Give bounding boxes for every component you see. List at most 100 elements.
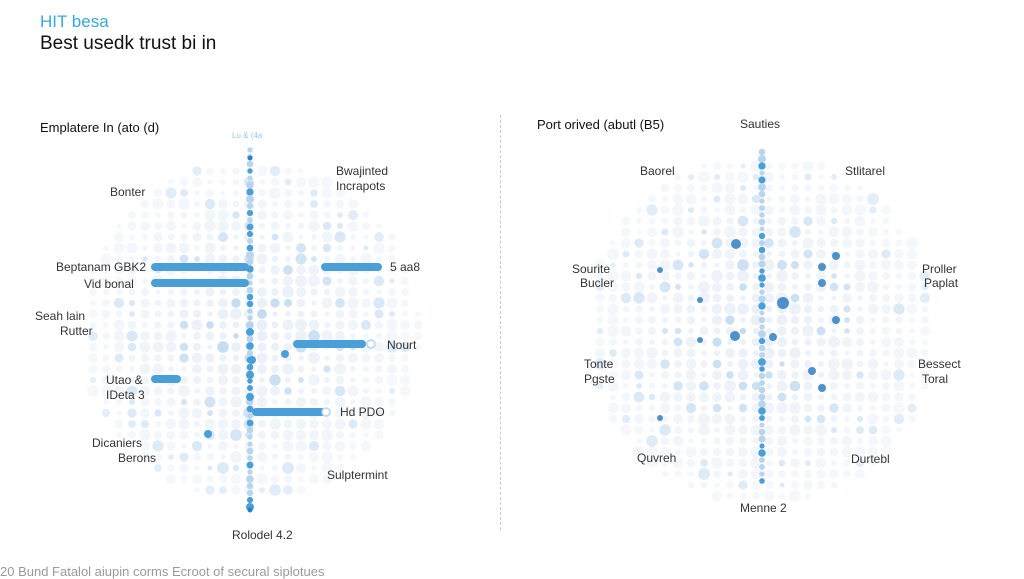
background-dot	[893, 303, 905, 315]
background-dot	[739, 184, 747, 192]
background-dot	[674, 371, 682, 379]
background-dot	[843, 261, 851, 269]
background-dot	[882, 283, 890, 291]
background-dot	[634, 315, 644, 325]
background-dot	[142, 278, 148, 284]
background-dot	[687, 426, 695, 434]
column-dot	[247, 469, 253, 475]
background-dot	[323, 211, 331, 219]
background-dot	[387, 364, 397, 374]
background-dot	[765, 162, 773, 170]
label-r-lower-left-2: Pgste	[584, 372, 615, 386]
column-dot	[759, 471, 765, 477]
background-dot	[154, 464, 162, 472]
column-dot	[759, 310, 765, 316]
background-dot	[870, 317, 876, 323]
background-dot	[620, 325, 632, 337]
background-dot	[908, 338, 916, 346]
background-dot	[701, 317, 707, 323]
background-dot	[777, 216, 787, 226]
background-dot	[856, 338, 864, 346]
background-dot	[167, 310, 175, 318]
background-dot	[672, 259, 684, 271]
background-dot	[766, 460, 772, 466]
background-dot	[374, 320, 384, 330]
background-dot	[673, 392, 683, 402]
background-dot	[804, 272, 812, 280]
background-dot	[232, 211, 240, 219]
background-dot	[779, 493, 785, 499]
background-dot	[347, 385, 359, 397]
background-dot	[751, 293, 761, 303]
background-dot	[673, 381, 683, 391]
background-dot	[180, 211, 188, 219]
background-dot	[764, 436, 774, 446]
background-dot	[165, 242, 177, 254]
background-dot	[700, 481, 708, 489]
background-dot	[893, 358, 905, 370]
background-dot	[165, 220, 177, 232]
background-dot	[269, 484, 281, 496]
background-dot	[817, 349, 825, 357]
highlight-dot	[697, 337, 703, 343]
label-bar-1: Beptanam GBK2	[56, 260, 147, 274]
background-dot	[607, 380, 619, 392]
column-dot	[247, 455, 253, 461]
background-dot	[115, 398, 123, 406]
background-dot	[660, 359, 670, 369]
background-dot	[701, 273, 707, 279]
label-top: Lu & (4a	[232, 131, 263, 140]
background-dot	[737, 446, 749, 458]
background-dot	[373, 275, 385, 287]
column-dot	[246, 188, 254, 196]
background-dot	[791, 239, 799, 247]
background-dot	[322, 243, 332, 253]
panel-divider	[500, 115, 501, 530]
background-dot	[308, 451, 320, 463]
background-dot	[844, 350, 850, 356]
background-dot	[765, 481, 773, 489]
background-dot	[895, 316, 903, 324]
background-dot	[620, 292, 632, 304]
column-dot	[247, 308, 253, 314]
background-dot	[373, 297, 385, 309]
background-dot	[102, 321, 110, 329]
background-dot	[168, 289, 174, 295]
background-dot	[725, 348, 735, 358]
highlight-dot	[777, 297, 789, 309]
background-dot	[194, 212, 200, 218]
background-dot	[856, 371, 864, 379]
background-dot	[830, 481, 838, 489]
background-dot	[714, 207, 720, 213]
background-dot	[854, 270, 866, 282]
background-dot	[766, 196, 772, 202]
background-dot	[349, 332, 357, 340]
background-dot	[178, 418, 190, 430]
background-dot	[192, 232, 202, 242]
background-dot	[883, 361, 889, 367]
background-dot	[595, 304, 605, 314]
background-dot	[790, 249, 800, 259]
background-dot	[764, 447, 774, 457]
background-dot	[284, 387, 292, 395]
background-dot	[297, 310, 305, 318]
column-dot	[246, 335, 254, 343]
background-dot	[608, 359, 618, 369]
background-dot	[259, 377, 265, 383]
background-dot	[803, 304, 813, 314]
background-dot	[388, 354, 396, 362]
background-dot	[687, 250, 695, 258]
background-dot	[854, 446, 866, 458]
background-dot	[711, 303, 723, 315]
background-dot	[101, 364, 111, 374]
background-dot	[257, 199, 267, 209]
background-dot	[206, 453, 214, 461]
background-dot	[712, 337, 722, 347]
background-dot	[623, 339, 629, 345]
background-dot	[882, 327, 890, 335]
background-dot	[308, 440, 320, 452]
background-dot	[271, 321, 279, 329]
background-dot	[152, 198, 164, 210]
background-dot	[856, 426, 864, 434]
background-dot	[165, 330, 177, 342]
